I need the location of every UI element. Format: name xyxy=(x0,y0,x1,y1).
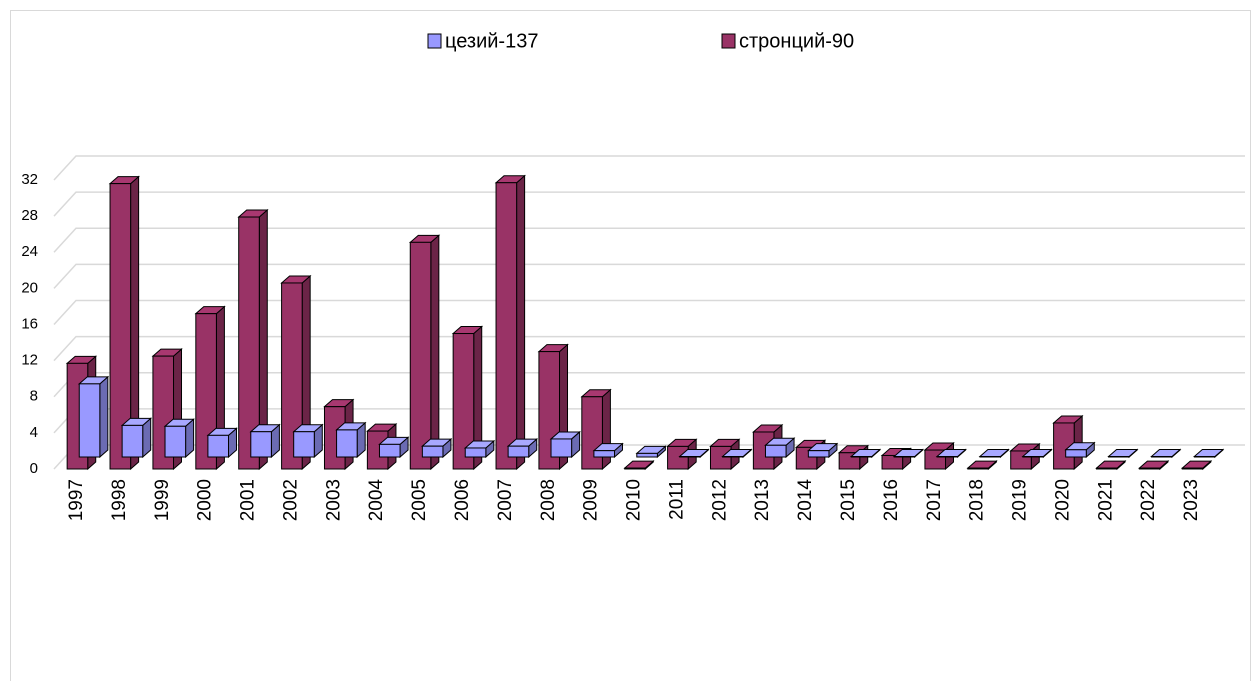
x-tick-label: 2009 xyxy=(581,479,602,521)
bar xyxy=(624,467,646,470)
bar-top xyxy=(1193,449,1225,458)
bar xyxy=(1065,449,1087,458)
bar-side xyxy=(430,234,440,471)
x-tick-label: 2012 xyxy=(709,479,730,521)
bar xyxy=(452,333,475,470)
bar xyxy=(238,216,260,470)
bar-top xyxy=(1107,449,1139,458)
x-tick-label: 2000 xyxy=(195,479,216,521)
bar xyxy=(581,396,603,470)
y-tick-label: 8 xyxy=(30,388,38,405)
bar xyxy=(78,383,101,458)
bar xyxy=(281,282,303,470)
bar xyxy=(667,445,689,470)
x-tick-label: 2011 xyxy=(666,479,687,520)
y-tick-label: 0 xyxy=(30,460,38,477)
x-tick-label: 2019 xyxy=(1010,479,1031,521)
y-tick-label: 28 xyxy=(21,207,38,224)
bar xyxy=(121,424,144,458)
grid-line xyxy=(53,299,1245,326)
x-tick-label: 2008 xyxy=(538,479,559,521)
x-tick-label: 2013 xyxy=(752,479,773,521)
bar-top xyxy=(1150,449,1182,458)
x-tick-label: 2010 xyxy=(624,479,645,521)
y-tick-label: 24 xyxy=(21,243,38,260)
bar xyxy=(881,454,904,470)
y-tick-label: 16 xyxy=(21,315,38,332)
bar-side xyxy=(516,174,526,471)
y-tick-label: 4 xyxy=(30,424,38,441)
legend-label: цезий-137 xyxy=(445,30,538,52)
grid-line xyxy=(53,335,1245,362)
bar xyxy=(164,425,187,458)
x-tick-label: 2015 xyxy=(838,479,859,521)
x-tick-label: 2007 xyxy=(495,479,516,521)
y-tick-label: 20 xyxy=(21,279,38,296)
bar xyxy=(636,452,658,458)
x-tick-label: 2014 xyxy=(795,479,816,522)
bar xyxy=(409,241,432,470)
y-tick-label: 12 xyxy=(21,352,38,369)
bar xyxy=(378,443,401,458)
bar-top xyxy=(978,449,1010,458)
grid-line xyxy=(53,372,1245,398)
legend-label: стронций-90 xyxy=(739,30,854,52)
bar-top xyxy=(1180,460,1213,469)
grid-line xyxy=(53,155,1245,181)
bar xyxy=(195,313,217,470)
x-tick-label: 2002 xyxy=(280,479,301,521)
bar xyxy=(709,445,732,470)
bar-side xyxy=(99,375,109,459)
bar xyxy=(495,182,518,470)
bar xyxy=(593,450,615,458)
bar xyxy=(507,445,530,458)
bar xyxy=(1095,467,1118,470)
x-tick-label: 2017 xyxy=(924,479,945,521)
bar-top xyxy=(1095,460,1127,469)
x-tick-label: 1997 xyxy=(66,479,87,521)
x-tick-label: 2023 xyxy=(1181,479,1202,521)
bar xyxy=(764,444,787,458)
bar-top xyxy=(1138,460,1170,469)
bar xyxy=(336,429,358,458)
grid-line xyxy=(53,191,1245,217)
chart-border xyxy=(10,10,1251,681)
bar xyxy=(250,431,272,458)
y-tick-label: 32 xyxy=(21,171,38,188)
bar xyxy=(207,434,229,458)
bar xyxy=(1138,467,1161,470)
x-tick-label: 2021 xyxy=(1095,479,1116,521)
x-tick-label: 2001 xyxy=(238,479,259,521)
grid-line xyxy=(53,227,1245,253)
x-tick-label: 1998 xyxy=(109,479,130,521)
bar xyxy=(293,431,315,458)
x-tick-label: 2018 xyxy=(967,479,988,521)
bar xyxy=(421,445,444,458)
bar xyxy=(807,450,830,458)
bar xyxy=(967,467,989,470)
bar-top xyxy=(623,460,655,469)
x-tick-label: 2004 xyxy=(366,479,387,522)
grid-line xyxy=(53,263,1245,289)
bar xyxy=(550,438,573,458)
x-tick-label: 2005 xyxy=(409,479,430,521)
legend-swatch xyxy=(721,33,736,49)
bar xyxy=(109,183,132,470)
x-tick-label: 2020 xyxy=(1052,479,1073,521)
x-tick-label: 2006 xyxy=(452,479,473,521)
bar-top xyxy=(966,460,998,469)
bar xyxy=(1181,467,1204,470)
bar xyxy=(464,447,487,458)
legend-swatch xyxy=(427,33,442,49)
x-tick-label: 2022 xyxy=(1138,479,1159,521)
x-tick-label: 1999 xyxy=(152,479,173,521)
x-tick-label: 2016 xyxy=(881,479,902,521)
x-tick-label: 2003 xyxy=(323,479,344,521)
